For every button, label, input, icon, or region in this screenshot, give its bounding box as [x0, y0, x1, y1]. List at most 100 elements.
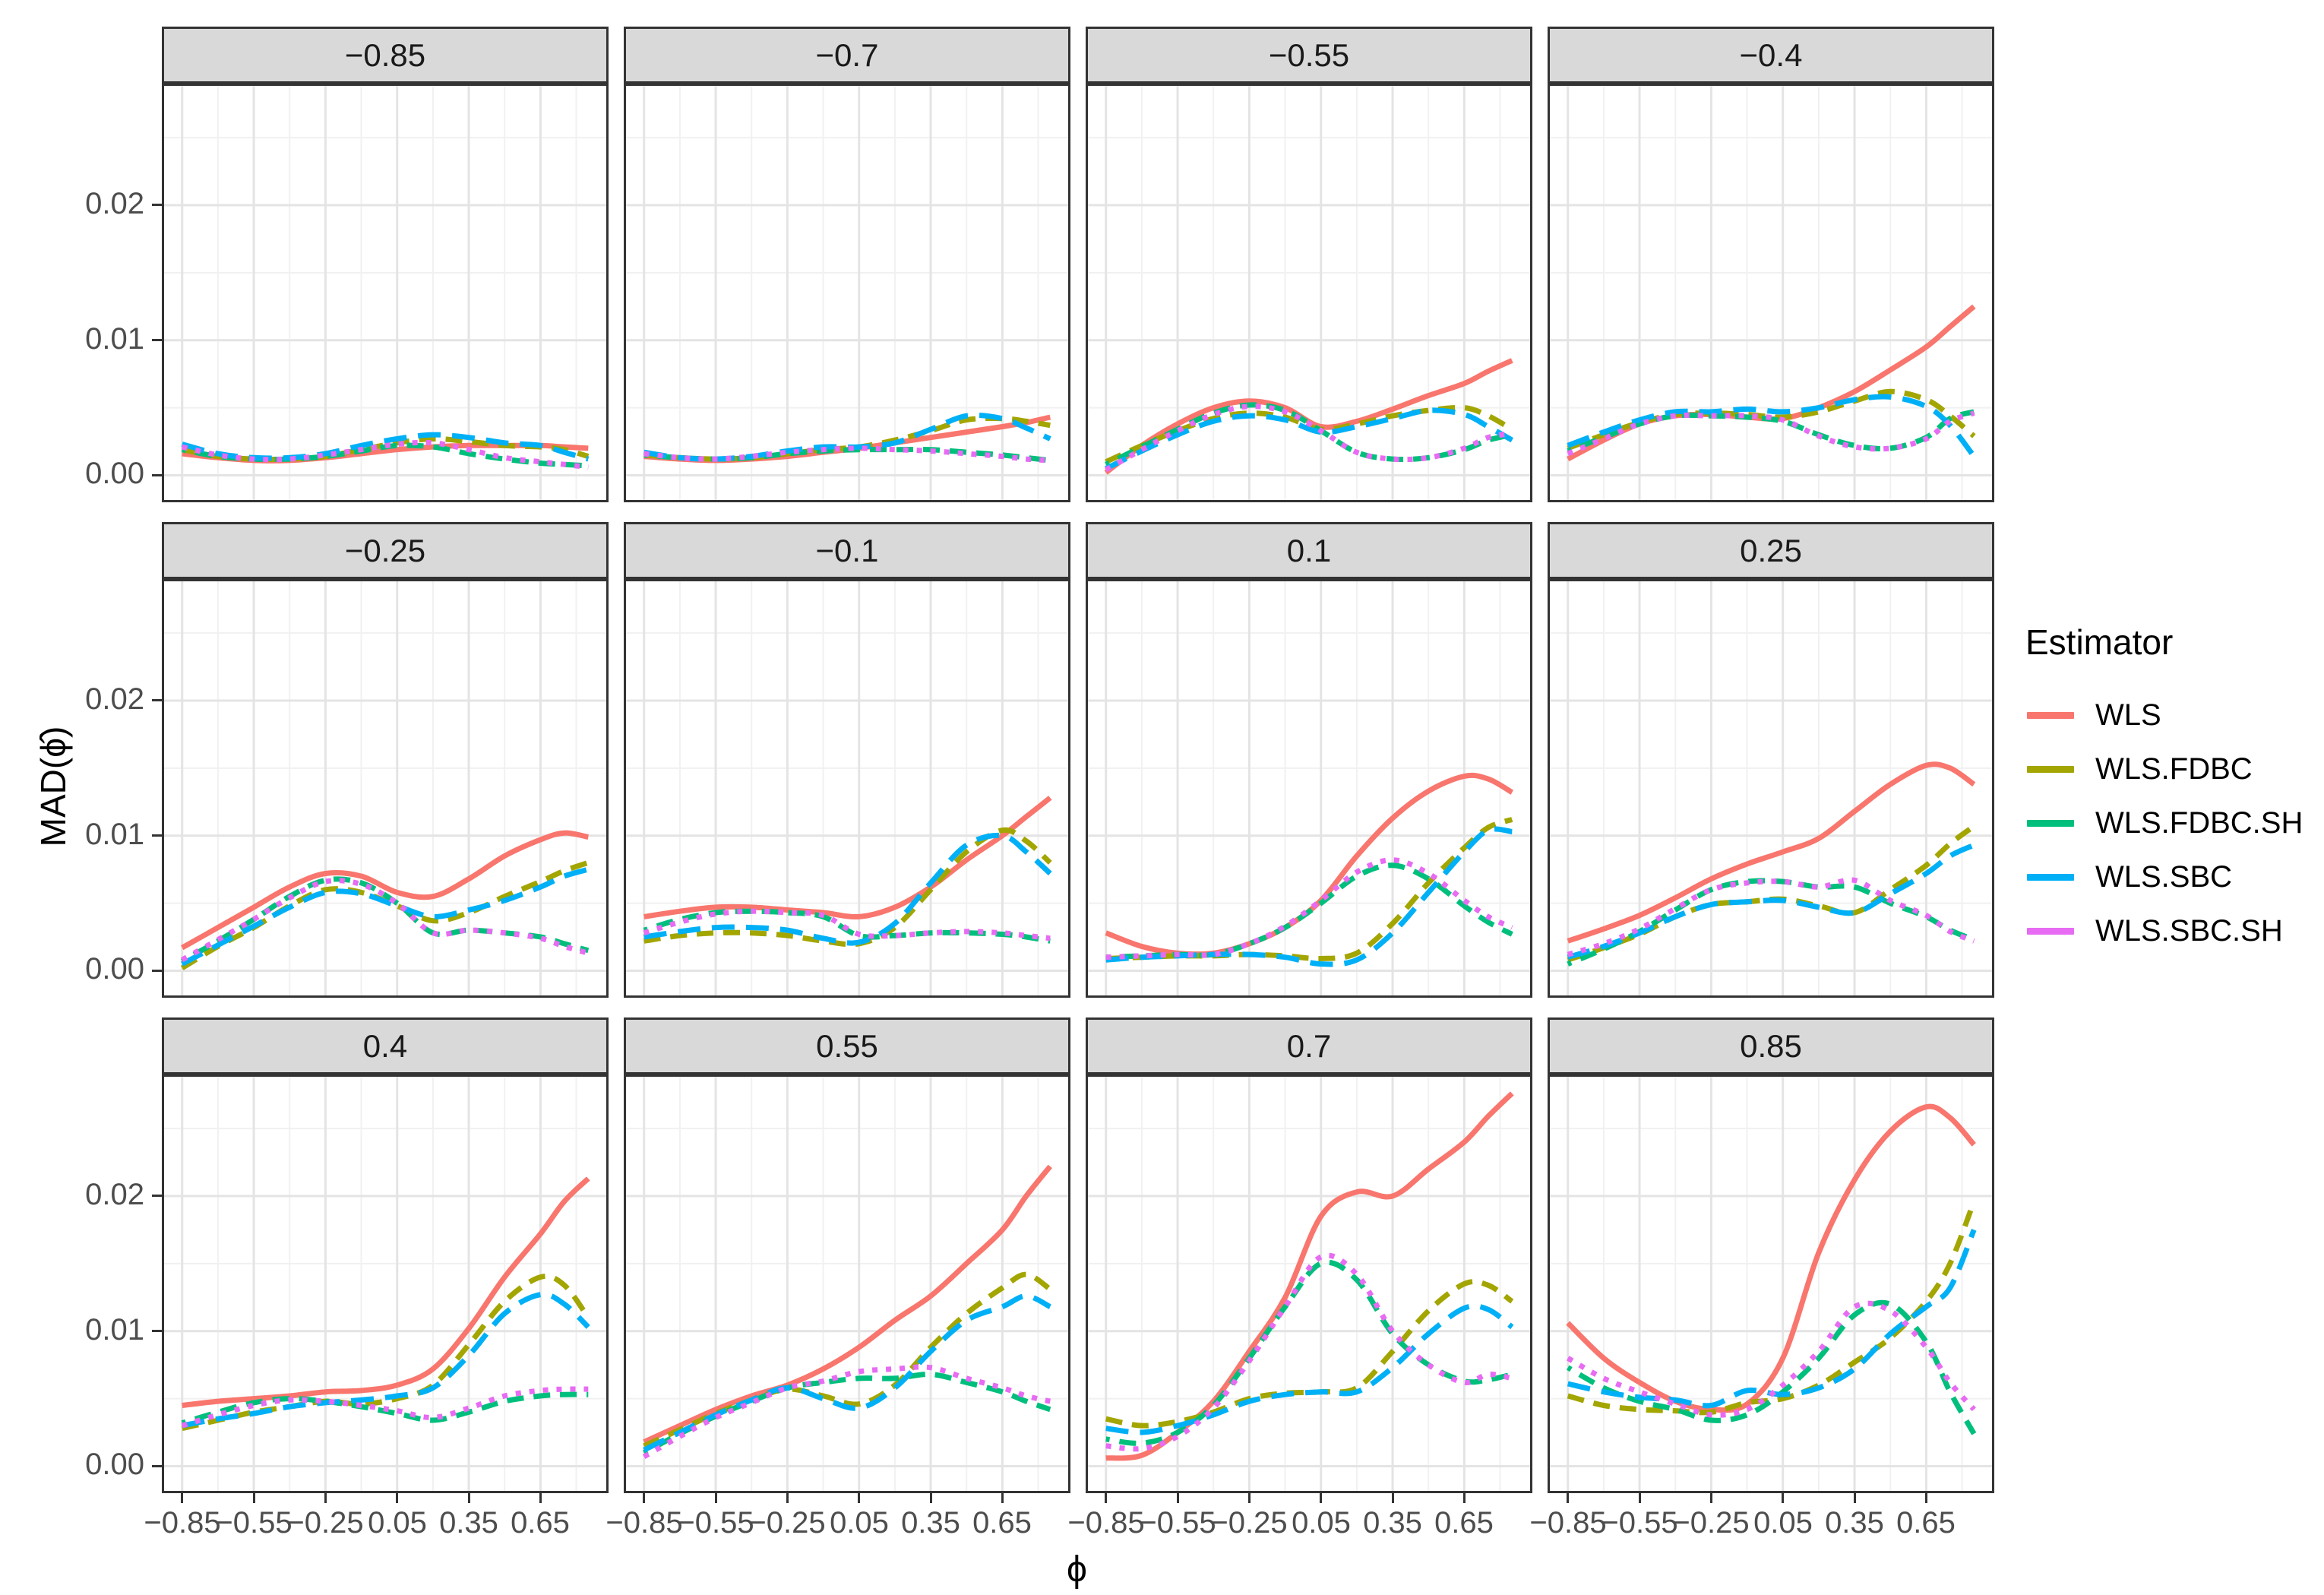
facet-strip-label: 0.85 — [1740, 1027, 1802, 1064]
series-line-wls-sbc — [1105, 1303, 1514, 1435]
series-line-wls-sbc-sh — [1567, 877, 1975, 957]
facet-strip-label: 0.25 — [1740, 532, 1802, 568]
x-axis-tick-label: 0.65 — [1896, 1506, 1956, 1540]
series-line-wls-sbc-sh — [1105, 1252, 1513, 1452]
series-line-wls-sbc — [1567, 1229, 1977, 1409]
facet-plot-area — [1086, 1074, 1532, 1493]
facet-panel — [1086, 84, 1532, 502]
legend-entry-wls: WLS — [2022, 688, 2322, 742]
series-line-wls-fdbc — [181, 1274, 591, 1432]
facet-strip: 0.7 — [1086, 1017, 1532, 1074]
facet-plot-area — [1548, 84, 1994, 502]
x-axis-tick-label: −0.85 — [1529, 1506, 1607, 1540]
x-axis-tick — [1567, 1493, 1569, 1503]
y-axis-tick-label: 0.00 — [85, 457, 144, 490]
x-axis-tick — [858, 1493, 860, 1503]
series-line-wls-sbc-sh — [1104, 403, 1513, 473]
x-axis-tick — [181, 1493, 183, 1503]
series-line-wls-fdbc-sh — [181, 1391, 589, 1426]
y-axis-tick — [152, 204, 162, 206]
series-line-wls — [1566, 1103, 1976, 1413]
x-axis-tick — [1782, 1493, 1784, 1503]
series-line-wls-sbc-sh — [181, 439, 589, 470]
x-axis-tick — [253, 1493, 255, 1503]
facet-plot-area — [1086, 84, 1532, 502]
legend-entry-wls-fdbc-sh: WLS.FDBC.SH — [2022, 796, 2322, 850]
facet-panel — [1548, 1074, 1994, 1493]
series-line-wls-sbc — [182, 1291, 590, 1429]
series-line-wls-sbc-sh — [181, 1386, 589, 1429]
x-axis-tick — [1710, 1493, 1712, 1503]
x-axis-tick — [1177, 1493, 1179, 1503]
facet-panel — [1086, 1074, 1532, 1493]
legend-label-wls-sbc-sh: WLS.SBC.SH — [2095, 914, 2283, 948]
series-line-wls-sbc-sh — [1567, 410, 1975, 457]
legend-entry-wls-sbc: WLS.SBC — [2022, 850, 2322, 904]
facet-plot-area — [1086, 579, 1532, 998]
series-line-wls — [643, 796, 1052, 920]
y-axis-tick — [152, 1465, 162, 1467]
x-axis-tick — [643, 1493, 645, 1503]
y-axis-title: MAD(ϕ̂) — [33, 726, 73, 847]
series-line-wls-fdbc-sh — [643, 908, 1051, 944]
x-axis-tick — [1001, 1493, 1004, 1503]
x-axis-tick-label: 0.05 — [1753, 1506, 1813, 1540]
x-axis-tick — [715, 1493, 717, 1503]
series-line-wls — [1567, 761, 1976, 944]
series-line-wls-sbc — [1567, 842, 1975, 960]
series-line-wls — [182, 1176, 590, 1408]
series-line-wls-fdbc-sh — [1566, 1299, 1977, 1435]
legend-entry-wls-sbc-sh: WLS.SBC.SH — [2022, 904, 2322, 958]
series-line-wls — [643, 1164, 1053, 1445]
series-line-wls-sbc — [181, 866, 590, 967]
facet-panel — [1548, 579, 1994, 998]
facet-plot-area — [1548, 1074, 1994, 1493]
x-axis-tick-label: 0.35 — [1363, 1506, 1422, 1540]
series-line-wls-sbc-sh — [1566, 1300, 1976, 1418]
x-axis-tick-label: 0.65 — [511, 1506, 570, 1540]
x-axis-tick-label: −0.55 — [1139, 1506, 1216, 1540]
y-axis-tick — [152, 699, 162, 701]
series-line-wls — [180, 830, 590, 951]
series-line-wls-fdbc-sh — [1105, 1259, 1513, 1446]
facet-strip-label: 0.4 — [362, 1027, 408, 1064]
series-line-wls-fdbc — [1105, 817, 1513, 962]
x-axis-tick — [468, 1493, 470, 1503]
x-axis-tick — [396, 1493, 398, 1503]
facet-strip-label: 0.1 — [1286, 532, 1332, 568]
y-axis-tick-label: 0.01 — [85, 322, 144, 356]
facet-strip: −0.4 — [1548, 27, 1994, 84]
facet-strip: −0.1 — [624, 522, 1070, 579]
x-axis-tick-label: −0.25 — [748, 1506, 826, 1540]
x-axis-tick-label: 0.35 — [439, 1506, 498, 1540]
y-axis-tick — [152, 834, 162, 837]
x-axis-tick — [1248, 1493, 1251, 1503]
legend-key-wls-fdbc-line-icon — [2027, 766, 2074, 773]
facet-strip: 0.85 — [1548, 1017, 1994, 1074]
facet-strip: 0.55 — [624, 1017, 1070, 1074]
facet-plot-area — [162, 579, 609, 998]
x-axis-tick — [539, 1493, 542, 1503]
facet-plot-area — [624, 84, 1070, 502]
x-axis-tick — [1639, 1493, 1641, 1503]
x-axis-tick — [1854, 1493, 1856, 1503]
legend-label-wls-fdbc-sh: WLS.FDBC.SH — [2095, 806, 2303, 840]
x-axis-tick — [786, 1493, 789, 1503]
legend-label-wls-fdbc: WLS.FDBC — [2095, 752, 2253, 786]
facet-strip-label: −0.25 — [344, 532, 426, 568]
x-axis-tick — [1392, 1493, 1394, 1503]
y-axis-tick-label: 0.02 — [85, 682, 144, 716]
x-axis-tick-label: 0.05 — [830, 1506, 889, 1540]
y-axis-tick-label: 0.02 — [85, 1178, 144, 1211]
series-line-wls-sbc-sh — [643, 908, 1051, 941]
legend-key-wls-fdbc-sh-line-icon — [2027, 820, 2074, 827]
x-axis-tick-label: 0.65 — [1434, 1506, 1494, 1540]
facet-plot-area — [162, 1074, 609, 1493]
y-axis-tick-label: 0.01 — [85, 818, 144, 851]
y-axis-tick — [152, 474, 162, 476]
facet-strip: 0.1 — [1086, 522, 1532, 579]
x-axis-tick — [1320, 1493, 1322, 1503]
x-axis-tick-label: −0.85 — [606, 1506, 683, 1540]
facet-plot-area — [1548, 579, 1994, 998]
